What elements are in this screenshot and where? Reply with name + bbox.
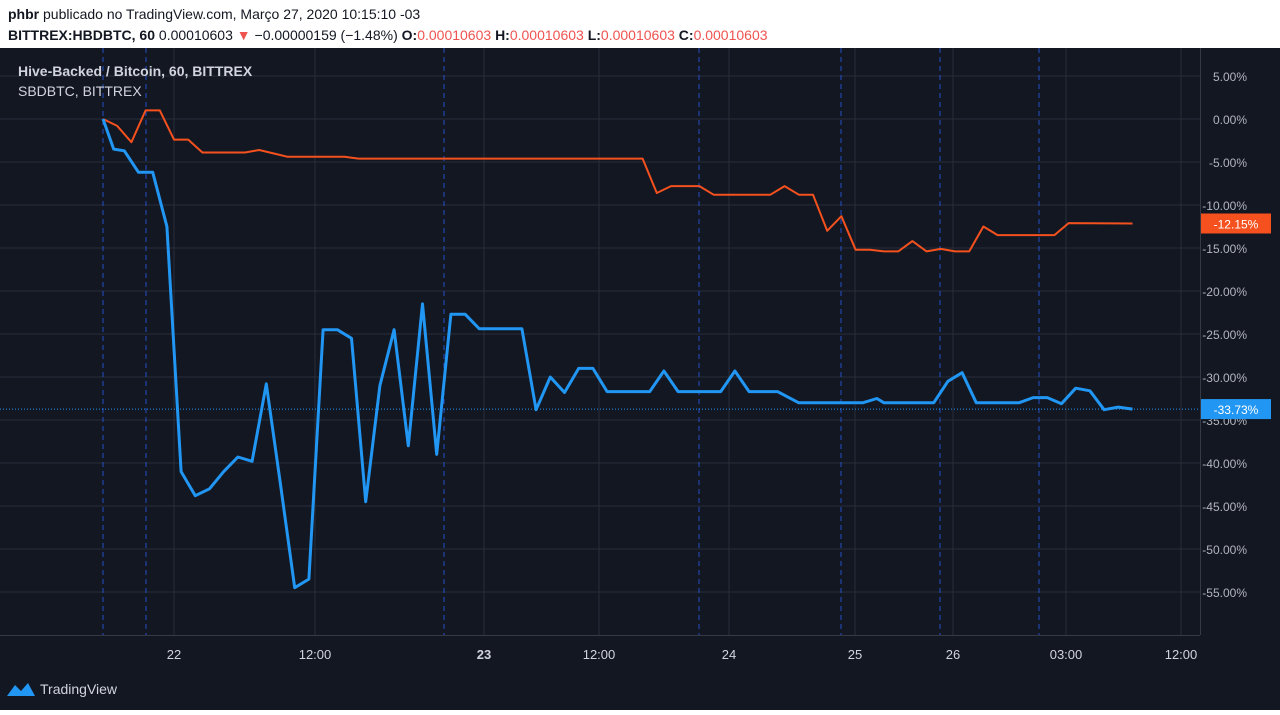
y-tick-label: -40.00% — [1202, 457, 1247, 471]
x-tick-label: 12:00 — [1165, 647, 1198, 662]
time-axis: 22 12:00 23 12:00 24 25 26 03:00 12:00 — [0, 635, 1200, 662]
author-name[interactable]: phbr — [8, 6, 40, 22]
y-tick-label: -10.00% — [1202, 199, 1247, 213]
series-line-red — [102, 109, 1133, 253]
publish-header: phbr publicado no TradingView.com, Março… — [0, 0, 1280, 48]
close-value: 0.00010603 — [693, 27, 768, 43]
last-price: 0.00010603 — [158, 27, 233, 43]
y-tick-label: 0.00% — [1213, 113, 1247, 127]
session-separators — [102, 48, 1040, 635]
last-value-label-red: -12.15% — [1214, 217, 1259, 231]
y-tick-label: -55.00% — [1202, 586, 1247, 600]
price-chart[interactable]: 5.00% 0.00% -5.00% -10.00% -15.00% -20.00% -25… — [0, 48, 1280, 710]
y-tick-label: -15.00% — [1202, 242, 1247, 256]
y-tick-label: -45.00% — [1202, 500, 1247, 514]
symbol-label: BITTREX:HBDBTC, 60 — [8, 27, 156, 43]
y-tick-label: -5.00% — [1209, 156, 1247, 170]
price-axis: 5.00% 0.00% -5.00% -10.00% -15.00% -20.00% -25… — [1200, 48, 1271, 635]
legend-compare[interactable]: SBDBTC, BITTREX — [18, 83, 142, 99]
publish-info: phbr publicado no TradingView.com, Março… — [8, 6, 420, 22]
series-line-blue — [101, 118, 1133, 590]
high-value: 0.00010603 — [509, 27, 584, 43]
brand-label: TradingView — [40, 681, 118, 697]
open-label: O: — [401, 27, 418, 43]
price-change: −0.00000159 (−1.48%) — [254, 27, 398, 43]
x-tick-label: 26 — [946, 647, 960, 662]
x-tick-label: 22 — [167, 647, 181, 662]
y-tick-label: 5.00% — [1213, 70, 1247, 84]
chart-area[interactable]: 5.00% 0.00% -5.00% -10.00% -15.00% -20.00% -25… — [0, 48, 1280, 710]
last-value-label-blue: -33.73% — [1214, 403, 1259, 417]
last-value-badge-red — [1201, 213, 1271, 234]
y-tick-label: -50.00% — [1202, 543, 1247, 557]
tradingview-logo[interactable]: TradingView — [6, 678, 117, 700]
close-label: C: — [678, 27, 694, 43]
low-value: 0.00010603 — [600, 27, 675, 43]
last-value-badge-blue — [1201, 399, 1271, 420]
legend-main[interactable]: Hive-Backed / Bitcoin, 60, BITTREX — [18, 63, 253, 79]
high-label: H: — [495, 27, 510, 43]
x-tick-label: 25 — [848, 647, 862, 662]
grid-lines — [0, 48, 1200, 635]
x-tick-label: 03:00 — [1050, 647, 1083, 662]
ohlc-bar: BITTREX:HBDBTC, 60 0.00010603 ▼ −0.00000… — [8, 27, 768, 43]
y-tick-label: -30.00% — [1202, 371, 1247, 385]
x-tick-label: 12:00 — [299, 647, 332, 662]
tradingview-logo-icon — [7, 683, 35, 696]
low-label: L: — [587, 27, 601, 43]
open-value: 0.00010603 — [417, 27, 492, 43]
y-tick-label: -20.00% — [1202, 285, 1247, 299]
series-layer — [0, 109, 1200, 590]
x-tick-label: 12:00 — [583, 647, 616, 662]
publish-text: publicado no TradingView.com, Março 27, … — [43, 6, 421, 22]
y-tick-label: -25.00% — [1202, 328, 1247, 342]
x-tick-label: 24 — [722, 647, 736, 662]
down-arrow-icon: ▼ — [236, 27, 251, 43]
x-tick-label: 23 — [477, 647, 491, 662]
